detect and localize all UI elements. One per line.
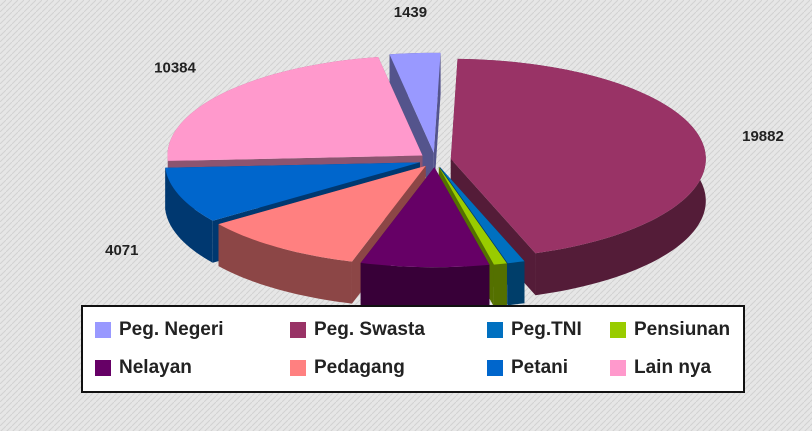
slice-wall	[218, 224, 352, 304]
slice-wall	[165, 167, 213, 263]
legend-label: Peg.TNI	[511, 319, 582, 340]
legend-swatch	[610, 322, 626, 338]
legend-swatch	[95, 360, 111, 376]
data-label: 4071	[105, 242, 138, 259]
legend-label: Pedagang	[314, 357, 405, 378]
slice	[389, 52, 441, 153]
slice-wall	[360, 262, 490, 310]
legend-swatch	[290, 360, 306, 376]
data-label: 10384	[154, 59, 196, 76]
legend-swatch	[610, 360, 626, 376]
legend-label: Lain nya	[634, 357, 712, 378]
slice	[438, 166, 507, 265]
legend-swatch	[95, 322, 111, 338]
slice	[218, 165, 426, 262]
slice	[360, 167, 490, 268]
legend-label: Nelayan	[119, 357, 192, 378]
legend-box	[81, 305, 745, 393]
legend-label: Peg. Negeri	[119, 319, 224, 340]
legend-label: Pensiunan	[634, 319, 730, 340]
legend-label: Petani	[511, 357, 568, 378]
slice-wall	[493, 263, 507, 307]
slice	[167, 57, 423, 161]
pie: 14391988249137336594690407110384	[105, 4, 784, 357]
legend: Peg. Negeri Peg. Swasta Peg.TNI Pensiunan Ne…	[95, 319, 730, 378]
data-label: 19882	[742, 128, 784, 145]
slice	[439, 166, 525, 264]
data-label: 1439	[394, 4, 427, 21]
slice	[450, 58, 706, 254]
slice-wall	[507, 261, 525, 306]
legend-swatch	[290, 322, 306, 338]
slice	[165, 162, 420, 221]
legend-swatch	[487, 322, 503, 338]
legend-label: Peg. Swasta	[314, 319, 425, 340]
legend-swatch	[487, 360, 503, 376]
